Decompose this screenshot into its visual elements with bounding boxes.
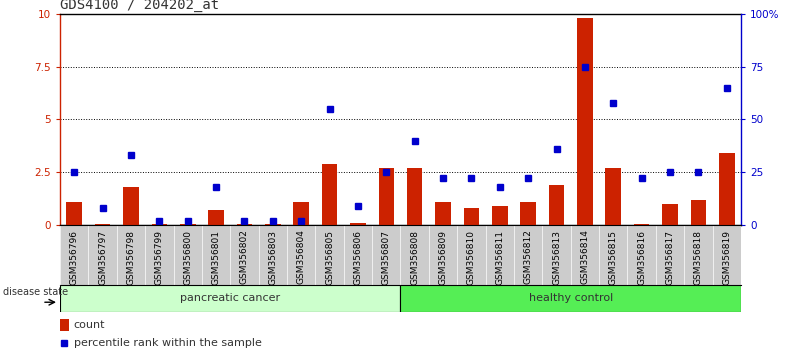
Bar	[464, 208, 479, 225]
Text: GSM356807: GSM356807	[382, 230, 391, 285]
Text: GSM356800: GSM356800	[183, 230, 192, 285]
Bar	[690, 200, 706, 225]
Bar	[322, 164, 337, 225]
Text: GSM356813: GSM356813	[552, 230, 561, 285]
Text: GSM356797: GSM356797	[99, 230, 107, 285]
Bar	[180, 224, 195, 225]
Bar	[719, 153, 735, 225]
FancyBboxPatch shape	[60, 285, 400, 312]
Bar	[66, 202, 82, 225]
FancyBboxPatch shape	[400, 285, 741, 312]
Text: GSM356808: GSM356808	[410, 230, 419, 285]
Bar	[208, 210, 224, 225]
Bar	[293, 202, 309, 225]
Text: GSM356809: GSM356809	[439, 230, 448, 285]
Text: disease state: disease state	[3, 287, 68, 297]
Text: GSM356799: GSM356799	[155, 230, 164, 285]
Text: GSM356817: GSM356817	[666, 230, 674, 285]
Text: GSM356802: GSM356802	[240, 230, 249, 285]
Bar	[606, 168, 621, 225]
Bar	[435, 202, 451, 225]
Text: count: count	[74, 320, 105, 330]
Text: GSM356801: GSM356801	[211, 230, 220, 285]
Bar	[123, 187, 139, 225]
Bar	[577, 18, 593, 225]
Bar	[379, 168, 394, 225]
Text: healthy control: healthy control	[529, 293, 613, 303]
Bar	[236, 224, 252, 225]
Text: GSM356811: GSM356811	[495, 230, 505, 285]
Text: GSM356798: GSM356798	[127, 230, 135, 285]
Bar	[521, 202, 536, 225]
Bar	[95, 224, 111, 225]
Text: GDS4100 / 204202_at: GDS4100 / 204202_at	[60, 0, 219, 12]
Bar	[60, 319, 69, 331]
Text: GSM356815: GSM356815	[609, 230, 618, 285]
Text: GSM356796: GSM356796	[70, 230, 78, 285]
Text: GSM356819: GSM356819	[723, 230, 731, 285]
Text: GSM356805: GSM356805	[325, 230, 334, 285]
Text: GSM356814: GSM356814	[581, 230, 590, 285]
Text: GSM356810: GSM356810	[467, 230, 476, 285]
Bar	[265, 224, 280, 225]
Text: GSM356816: GSM356816	[637, 230, 646, 285]
Text: GSM356803: GSM356803	[268, 230, 277, 285]
Text: GSM356812: GSM356812	[524, 230, 533, 285]
Text: pancreatic cancer: pancreatic cancer	[180, 293, 280, 303]
Bar	[151, 224, 167, 225]
Text: GSM356804: GSM356804	[296, 230, 306, 285]
Bar	[350, 223, 366, 225]
Bar	[407, 168, 422, 225]
Bar	[662, 204, 678, 225]
Bar	[634, 224, 650, 225]
Text: percentile rank within the sample: percentile rank within the sample	[74, 338, 262, 348]
Text: GSM356806: GSM356806	[353, 230, 362, 285]
Bar	[549, 185, 565, 225]
Bar	[492, 206, 508, 225]
Text: GSM356818: GSM356818	[694, 230, 702, 285]
